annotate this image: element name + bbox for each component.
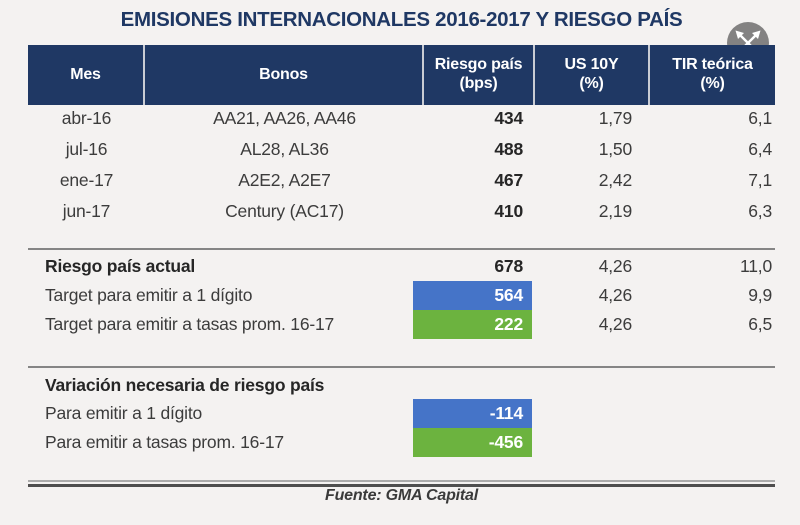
row-label: Target para emitir a tasas prom. 16-17 (45, 314, 335, 334)
column-header-label: Riesgo país (434, 56, 523, 74)
table-row: Para emitir a 1 dígito -114 (28, 399, 775, 428)
cell-bonos: AL28, AL36 (240, 139, 329, 159)
column-header-label: Bonos (259, 65, 308, 83)
cell-riesgo-pais: 467 (494, 170, 523, 190)
row-label: Para emitir a 1 dígito (45, 403, 203, 423)
column-header-us-10y: US 10Y (%) (535, 45, 650, 105)
table-row: Para emitir a tasas prom. 16-17 -456 (28, 428, 775, 457)
table-row: Target para emitir a 1 dígito 4,26 9,9 5… (28, 281, 775, 310)
section-divider (28, 366, 775, 368)
column-header-label: Mes (70, 65, 101, 83)
cell-riesgo-pais: 678 (494, 256, 523, 276)
section-heading: Variación necesaria de riesgo país (45, 374, 325, 395)
row-label: Target para emitir a 1 dígito (45, 285, 253, 305)
source-caption: Fuente: GMA Capital (325, 487, 478, 504)
column-header-mes: Mes (28, 45, 145, 105)
cell-us-10y: 4,26 (598, 256, 632, 276)
section-divider (28, 248, 775, 250)
cell-bonos: Century (AC17) (225, 201, 344, 221)
column-header-label: TIR teórica (672, 56, 753, 74)
column-header-unit: (%) (579, 75, 604, 92)
highlighted-value-blue: 564 (413, 281, 532, 310)
cell-tir-teorica: 6,4 (748, 139, 772, 159)
cell-us-10y: 4,26 (598, 285, 632, 305)
cell-mes: abr-16 (61, 108, 112, 128)
footer-divider-dark (28, 484, 775, 487)
column-header-bonos: Bonos (145, 45, 424, 105)
row-label: Para emitir a tasas prom. 16-17 (45, 432, 284, 452)
cell-us-10y: 2,42 (598, 170, 632, 190)
page-title: EMISIONES INTERNACIONALES 2016-2017 Y RI… (120, 8, 683, 31)
cell-tir-teorica: 7,1 (748, 170, 772, 190)
cell-mes: jun-17 (62, 201, 111, 221)
table-header: Mes Bonos Riesgo país (bps) US 10Y (%) T… (28, 45, 775, 105)
table-row: ene-17 A2E2, A2E7 467 2,42 7,1 (28, 165, 775, 196)
highlighted-value-blue: -114 (413, 399, 532, 428)
column-header-unit: (bps) (459, 75, 498, 92)
table-row: Target para emitir a tasas prom. 16-17 4… (28, 310, 775, 339)
cell-tir-teorica: 6,5 (748, 314, 772, 334)
cell-bonos: A2E2, A2E7 (238, 170, 331, 190)
cell-us-10y: 2,19 (598, 201, 632, 221)
table-row: jul-16 AL28, AL36 488 1,50 6,4 (28, 134, 775, 165)
table-row: abr-16 AA21, AA26, AA46 434 1,79 6,1 (28, 103, 775, 134)
cell-bonos: AA21, AA26, AA46 (213, 108, 356, 128)
cell-riesgo-pais: 434 (494, 108, 523, 128)
cell-us-10y: 1,50 (598, 139, 632, 159)
footer-divider-light (28, 480, 775, 482)
table-row: Variación necesaria de riesgo país (28, 371, 775, 399)
cell-riesgo-pais: 410 (494, 201, 523, 221)
cell-us-10y: 1,79 (598, 108, 632, 128)
cell-tir-teorica: 6,3 (748, 201, 772, 221)
column-header-riesgo-pais: Riesgo país (bps) (424, 45, 535, 105)
column-header-unit: (%) (700, 75, 725, 92)
column-header-label: US 10Y (564, 56, 619, 74)
table-row: Riesgo país actual 678 4,26 11,0 (28, 252, 775, 281)
highlighted-value-green: -456 (413, 428, 532, 457)
cell-mes: ene-17 (59, 170, 114, 190)
cell-tir-teorica: 9,9 (748, 285, 772, 305)
cell-tir-teorica: 11,0 (740, 256, 772, 276)
cell-tir-teorica: 6,1 (748, 108, 772, 128)
highlighted-value-green: 222 (413, 310, 532, 339)
column-header-tir-teorica: TIR teórica (%) (650, 45, 775, 105)
table-row: jun-17 Century (AC17) 410 2,19 6,3 (28, 196, 775, 227)
cell-us-10y: 4,26 (598, 314, 632, 334)
cell-riesgo-pais: 488 (494, 139, 523, 159)
cell-mes: jul-16 (65, 139, 108, 159)
row-label: Riesgo país actual (45, 256, 196, 276)
